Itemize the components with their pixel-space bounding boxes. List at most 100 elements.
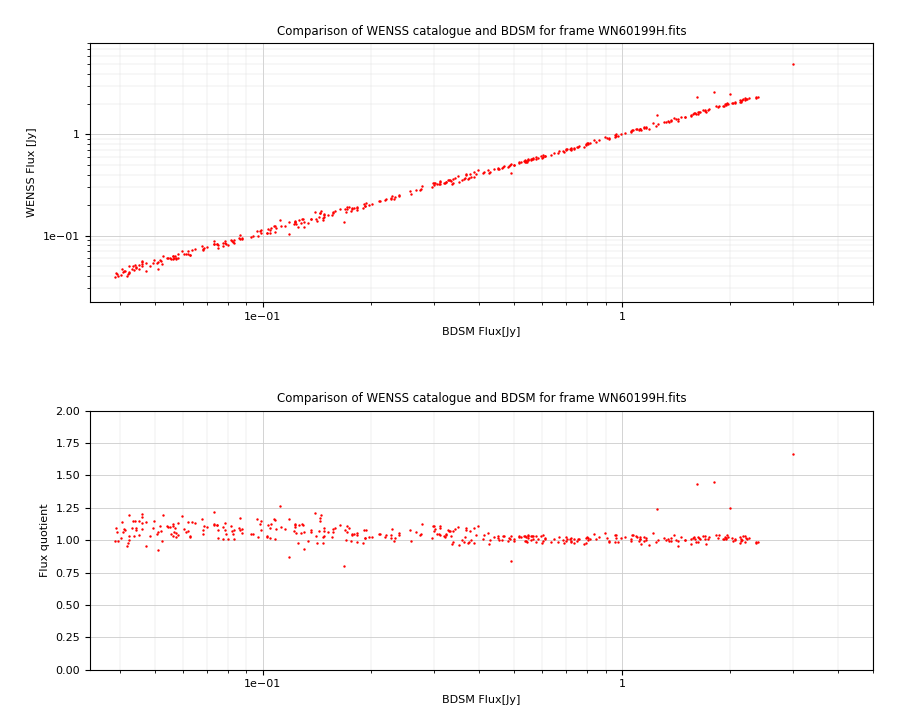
Point bbox=[500, 161, 515, 173]
Point bbox=[719, 99, 733, 110]
Point bbox=[624, 125, 638, 137]
Point bbox=[295, 519, 310, 531]
Point bbox=[377, 194, 392, 206]
Point bbox=[224, 235, 238, 247]
Point bbox=[168, 522, 183, 534]
Point bbox=[207, 238, 221, 250]
Point bbox=[739, 93, 753, 104]
Point bbox=[739, 532, 753, 544]
Point bbox=[563, 532, 578, 544]
Point bbox=[738, 536, 752, 547]
Point bbox=[168, 531, 183, 543]
Point bbox=[500, 535, 515, 546]
Point bbox=[511, 532, 526, 544]
Point bbox=[467, 166, 482, 178]
Point bbox=[115, 266, 130, 278]
Point bbox=[176, 245, 190, 256]
Point bbox=[413, 184, 428, 195]
Y-axis label: WENSS Flux [Jy]: WENSS Flux [Jy] bbox=[28, 128, 38, 217]
Point bbox=[325, 532, 339, 544]
Point bbox=[734, 96, 748, 108]
Point bbox=[264, 518, 278, 530]
Point bbox=[428, 523, 443, 535]
Point bbox=[518, 155, 533, 166]
Point bbox=[291, 537, 305, 549]
Point bbox=[402, 524, 417, 536]
Point bbox=[736, 531, 751, 542]
Point bbox=[724, 533, 739, 544]
Point bbox=[168, 527, 183, 539]
Point bbox=[719, 532, 733, 544]
Point bbox=[504, 531, 518, 542]
Point bbox=[526, 533, 541, 544]
Point bbox=[260, 228, 274, 239]
Point bbox=[719, 529, 733, 541]
Point bbox=[688, 108, 702, 120]
Point bbox=[122, 268, 136, 279]
Point bbox=[706, 86, 721, 98]
Point bbox=[219, 238, 233, 250]
Point bbox=[476, 167, 491, 179]
Point bbox=[260, 531, 274, 543]
Point bbox=[556, 145, 571, 157]
Point bbox=[253, 225, 267, 237]
Point bbox=[477, 166, 491, 177]
Point bbox=[651, 119, 665, 130]
Point bbox=[109, 526, 123, 538]
Point bbox=[536, 151, 550, 163]
Point bbox=[196, 243, 211, 255]
Point bbox=[690, 91, 705, 103]
Point bbox=[215, 521, 230, 533]
Point bbox=[260, 531, 274, 542]
Point bbox=[253, 518, 267, 530]
Point bbox=[459, 169, 473, 181]
Point bbox=[314, 509, 328, 521]
Point bbox=[427, 179, 441, 190]
Point bbox=[207, 239, 221, 251]
Point bbox=[345, 203, 359, 215]
Point bbox=[263, 227, 277, 238]
Point bbox=[507, 159, 521, 171]
Point bbox=[325, 210, 339, 221]
Point bbox=[357, 198, 372, 210]
Point bbox=[660, 116, 674, 127]
Point bbox=[742, 92, 756, 104]
Point bbox=[428, 177, 442, 189]
Point bbox=[625, 529, 639, 541]
Point bbox=[250, 513, 265, 525]
Point bbox=[611, 130, 625, 142]
Point bbox=[388, 532, 402, 544]
Point bbox=[233, 513, 248, 524]
Point bbox=[311, 526, 326, 537]
Point bbox=[446, 177, 460, 189]
Point bbox=[457, 174, 472, 185]
Point bbox=[518, 156, 533, 168]
Point bbox=[538, 150, 553, 161]
Point bbox=[464, 526, 478, 537]
Point bbox=[130, 261, 144, 273]
Point bbox=[748, 536, 762, 548]
Point bbox=[512, 156, 526, 168]
Point bbox=[426, 521, 440, 532]
Point bbox=[462, 536, 476, 548]
Point bbox=[384, 523, 399, 535]
Point bbox=[274, 521, 288, 532]
Point bbox=[433, 529, 447, 541]
Point bbox=[563, 534, 578, 545]
Point bbox=[243, 528, 257, 540]
Point bbox=[458, 531, 473, 543]
Point bbox=[518, 155, 532, 166]
Point bbox=[708, 528, 723, 540]
Point bbox=[646, 117, 661, 129]
Point bbox=[311, 211, 326, 222]
Point bbox=[468, 530, 482, 541]
Point bbox=[129, 524, 143, 536]
Point bbox=[518, 156, 533, 168]
Point bbox=[122, 534, 136, 546]
Point bbox=[194, 240, 209, 252]
Point bbox=[151, 256, 166, 268]
Point bbox=[166, 530, 180, 541]
Point bbox=[308, 507, 322, 518]
Point bbox=[111, 535, 125, 546]
Point bbox=[537, 532, 552, 544]
